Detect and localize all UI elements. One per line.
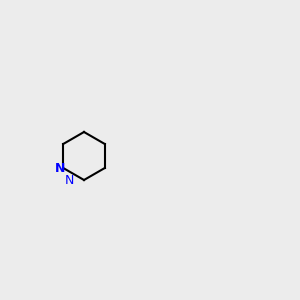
Text: N: N (55, 161, 65, 175)
Text: N: N (64, 173, 74, 187)
